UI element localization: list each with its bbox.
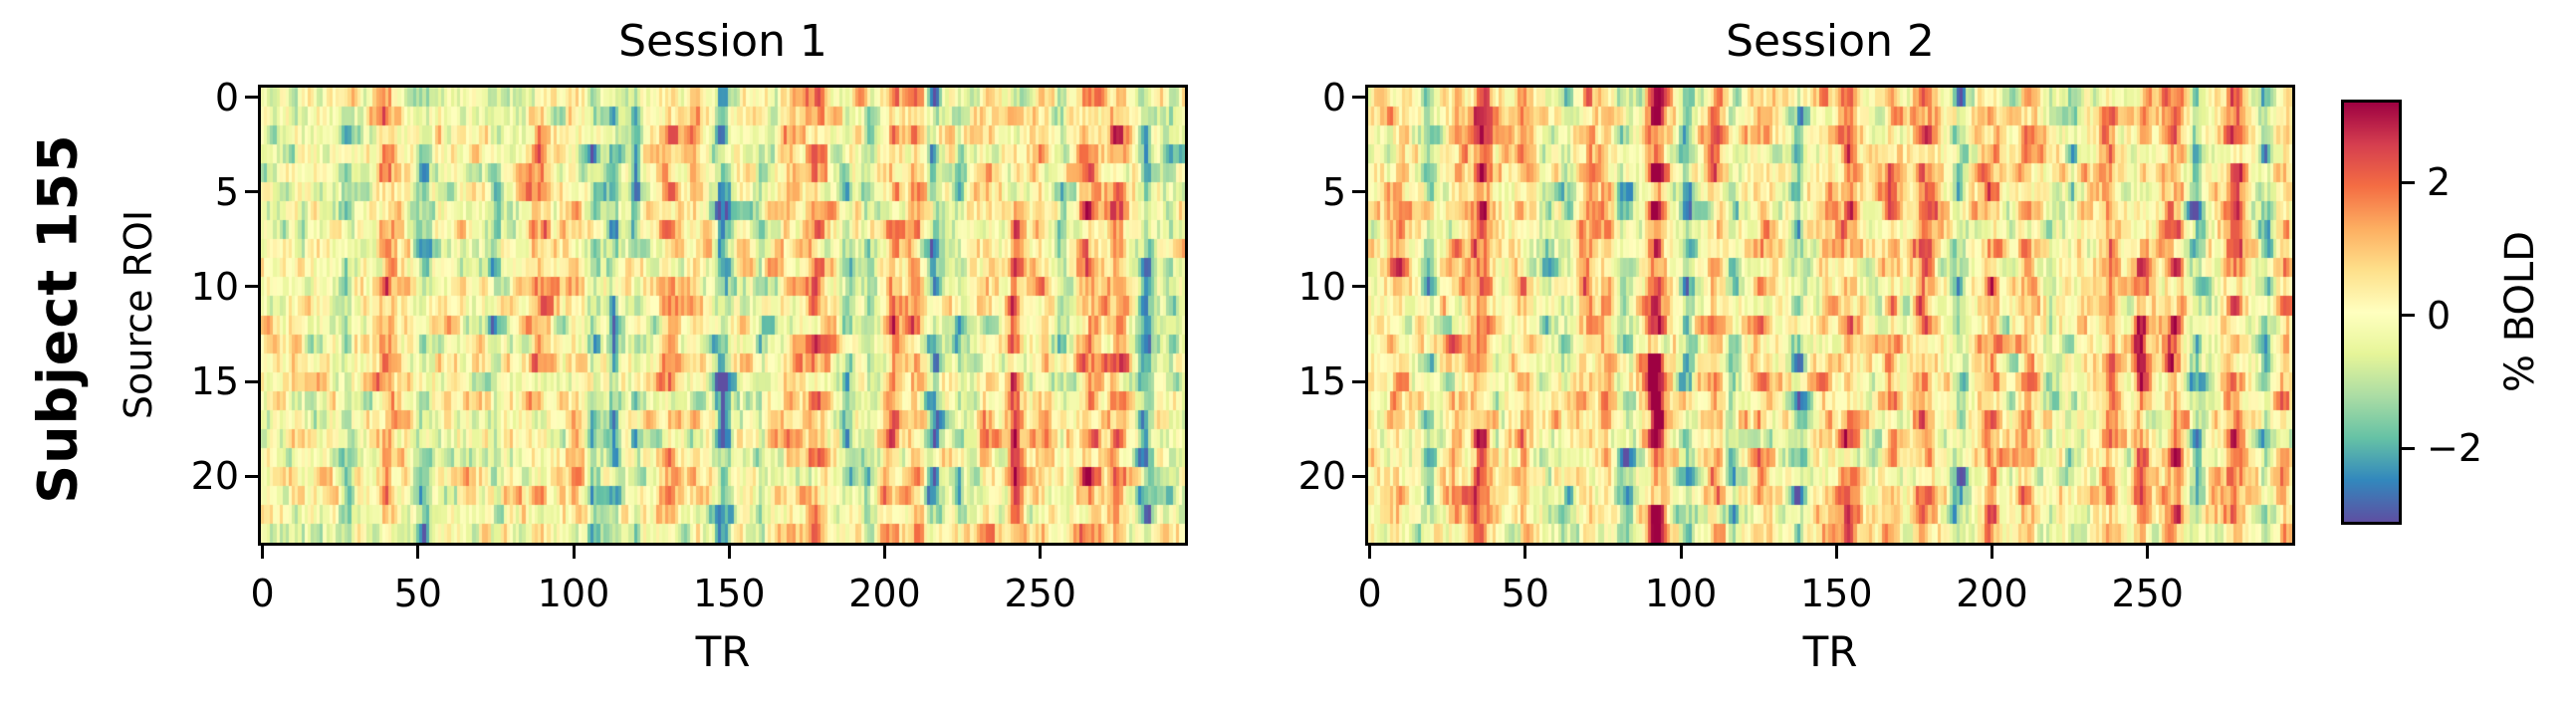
colorbar-tick-label: 2 <box>2427 160 2452 205</box>
colorbar-tick-mark <box>2402 446 2415 450</box>
colorbar-label: % BOLD <box>2497 230 2543 393</box>
colorbar-gradient <box>2344 103 2399 522</box>
x-tick-label: 250 <box>2111 572 2184 615</box>
x-tick-mark <box>1834 546 1838 559</box>
x-tick-mark <box>416 546 420 559</box>
x-tick-mark <box>1368 546 1372 559</box>
y-tick-mark <box>1352 285 1365 289</box>
y-tick-label: 0 <box>1321 75 1346 119</box>
y-tick-label: 20 <box>190 454 239 499</box>
y-tick-mark <box>1352 190 1365 194</box>
x-tick-label: 200 <box>848 572 921 615</box>
x-tick-mark <box>572 546 576 559</box>
x-tick-label: 200 <box>1956 572 2028 615</box>
y-tick-label: 0 <box>214 75 239 119</box>
y-tick-mark <box>1352 474 1365 478</box>
y-tick-mark <box>245 96 258 100</box>
y-tick-label: 20 <box>1297 454 1346 499</box>
x-tick-mark <box>727 546 731 559</box>
colorbar <box>2341 100 2402 525</box>
x-tick-label: 250 <box>1004 572 1076 615</box>
y-tick-label: 5 <box>1321 169 1346 214</box>
y-tick-label: 15 <box>1297 359 1346 404</box>
heatmap-canvas-session-1 <box>261 88 1185 543</box>
x-tick-mark <box>261 546 265 559</box>
x-tick-label: 150 <box>692 572 766 615</box>
x-axis-label-session-2: TR <box>1802 627 1858 676</box>
x-tick-label: 100 <box>537 572 610 615</box>
x-tick-label: 50 <box>393 572 442 615</box>
colorbar-tick-label: −2 <box>2427 426 2483 471</box>
x-tick-label: 100 <box>1644 572 1718 615</box>
heatmap-canvas-session-2 <box>1368 88 2292 543</box>
colorbar-tick-label: 0 <box>2427 293 2452 338</box>
x-tick-mark <box>1039 546 1043 559</box>
x-tick-mark <box>882 546 886 559</box>
colorbar-tick-mark <box>2402 314 2415 318</box>
plot-title-session-1: Session 1 <box>618 16 827 67</box>
y-tick-label: 5 <box>214 169 239 214</box>
x-tick-label: 150 <box>1799 572 1873 615</box>
y-tick-label: 15 <box>190 359 239 404</box>
x-axis-label-session-1: TR <box>695 627 751 676</box>
subject-row-title: Subject 155 <box>26 133 90 504</box>
x-tick-label: 0 <box>250 572 275 615</box>
y-tick-mark <box>245 474 258 478</box>
y-tick-mark <box>245 190 258 194</box>
y-tick-label: 10 <box>190 264 239 309</box>
session-2-plot-area <box>1365 85 2295 546</box>
plot-title-session-2: Session 2 <box>1726 16 1935 67</box>
y-tick-mark <box>1352 96 1365 100</box>
y-tick-mark <box>245 379 258 383</box>
session-1-plot-area <box>258 85 1188 546</box>
y-tick-mark <box>245 285 258 289</box>
x-tick-mark <box>2146 546 2150 559</box>
y-tick-label: 10 <box>1297 264 1346 309</box>
x-tick-label: 0 <box>1357 572 1382 615</box>
x-tick-mark <box>1990 546 1993 559</box>
x-tick-label: 50 <box>1501 572 1549 615</box>
y-tick-mark <box>1352 379 1365 383</box>
colorbar-tick-mark <box>2402 180 2415 184</box>
y-axis-label: Source ROI <box>117 209 160 420</box>
x-tick-mark <box>1523 546 1527 559</box>
x-tick-mark <box>1679 546 1683 559</box>
